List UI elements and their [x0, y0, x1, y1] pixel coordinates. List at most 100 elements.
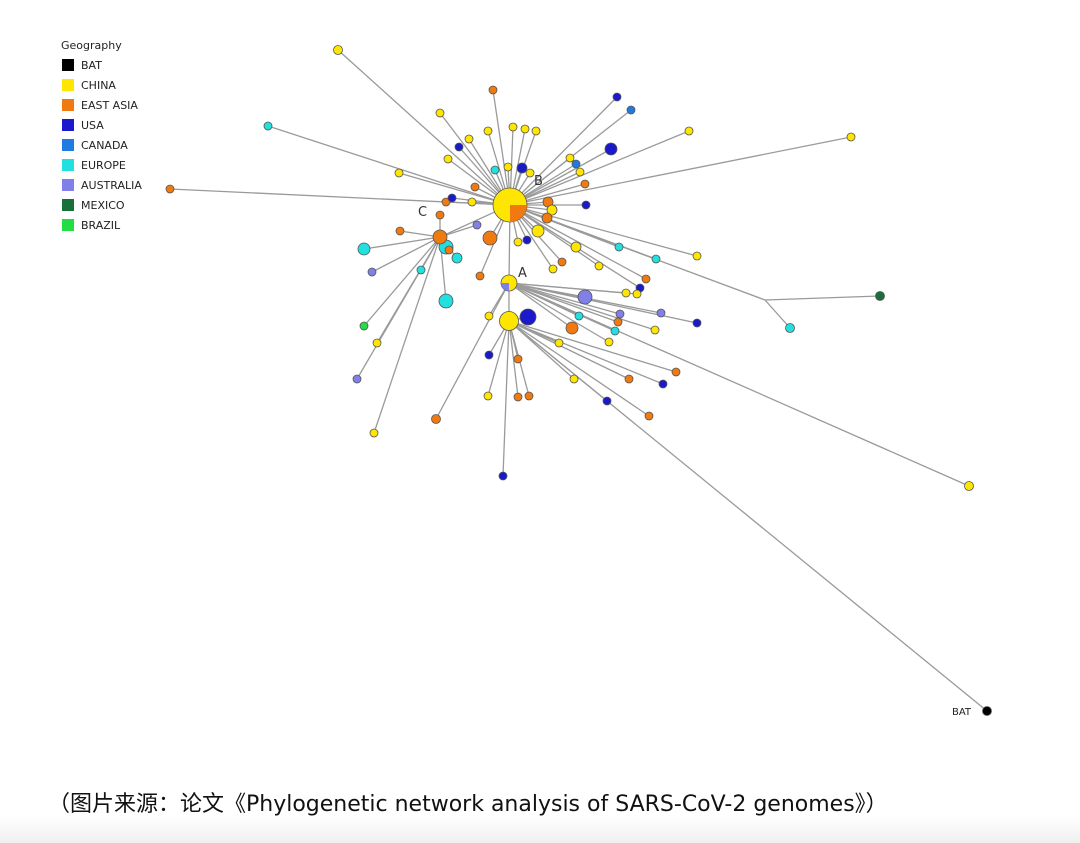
- network-node: [531, 126, 541, 136]
- network-node: [692, 318, 702, 328]
- network-edge: [764, 295, 881, 301]
- network-node: [333, 45, 343, 55]
- legend-swatch-china: [62, 79, 74, 91]
- network-node: [369, 428, 379, 438]
- network-node: [846, 132, 856, 142]
- network-edge: [508, 282, 656, 331]
- network-nodes: [165, 45, 992, 716]
- network-node: [565, 153, 575, 163]
- cluster-label-b: B: [534, 174, 543, 189]
- network-edge: [509, 204, 766, 301]
- legend: Geography BAT CHINA EAST ASIA USA CANADA EURO…: [61, 39, 142, 232]
- network-node: [472, 220, 482, 230]
- network-node: [575, 167, 585, 177]
- legend-swatch-east-asia: [62, 99, 74, 111]
- cluster-label-a: A: [518, 266, 527, 281]
- network-node: [503, 162, 513, 172]
- network-edge: [508, 320, 988, 712]
- network-node: [263, 121, 273, 131]
- network-node: [488, 85, 498, 95]
- network-node: [475, 271, 485, 281]
- network-node: [525, 168, 535, 178]
- network-edge: [267, 125, 511, 206]
- network-node: [624, 374, 634, 384]
- network-node: [444, 245, 454, 255]
- network-node: [435, 210, 445, 220]
- legend-swatch-europe: [62, 159, 74, 171]
- network-edge: [508, 282, 638, 295]
- network-edge: [509, 148, 612, 206]
- network-node: [570, 241, 582, 253]
- network-edge: [508, 282, 573, 329]
- network-node: [431, 414, 441, 424]
- network-node: [357, 242, 371, 256]
- network-node: [571, 159, 581, 169]
- network-node: [522, 235, 532, 245]
- legend-label-canada: CANADA: [81, 139, 128, 152]
- network-node: [581, 200, 591, 210]
- legend-label-bat: BAT: [81, 59, 102, 72]
- network-node: [574, 311, 584, 321]
- network-node: [650, 325, 660, 335]
- legend-label-australia: AUSTRALIA: [81, 179, 142, 192]
- network-node: [565, 321, 579, 335]
- network-node: [438, 293, 454, 309]
- network-edge: [492, 89, 511, 206]
- legend-label-europe: EUROPE: [81, 159, 126, 172]
- network-node: [454, 142, 464, 152]
- network-edge: [764, 299, 791, 329]
- cluster-label-c: C: [418, 205, 427, 220]
- legend-title: Geography: [61, 39, 122, 52]
- network-edge: [373, 236, 441, 434]
- network-node: [615, 309, 625, 319]
- network-edge: [508, 282, 610, 343]
- network-node: [483, 391, 493, 401]
- network-edge: [509, 130, 690, 206]
- network-node: [524, 391, 534, 401]
- network-node: [516, 162, 528, 174]
- network-node: [982, 706, 992, 716]
- network-edge: [508, 320, 519, 398]
- network-edge: [508, 282, 970, 487]
- network-node: [519, 308, 537, 326]
- network-node: [964, 481, 974, 491]
- network-node: [541, 212, 553, 224]
- hub-node-wedge: [501, 283, 509, 291]
- legend-swatch-canada: [62, 139, 74, 151]
- network-node: [554, 338, 564, 348]
- network-node: [651, 254, 661, 264]
- hub-node: [499, 311, 519, 331]
- network-node: [785, 323, 795, 333]
- network-edge: [508, 282, 698, 324]
- network-node: [557, 257, 567, 267]
- network-node: [621, 288, 631, 298]
- network-node: [513, 237, 523, 247]
- network-node: [610, 326, 620, 336]
- network-node: [165, 184, 175, 194]
- legend-label-mexico: MEXICO: [81, 199, 125, 212]
- network-edge: [509, 136, 852, 206]
- network-node: [604, 142, 618, 156]
- bottom-band: [0, 815, 1080, 843]
- hub-node: [432, 229, 448, 245]
- network-node: [464, 134, 474, 144]
- network-edge: [509, 204, 698, 257]
- network-node: [484, 350, 494, 360]
- network-node: [671, 367, 681, 377]
- legend-label-brazil: BRAZIL: [81, 219, 121, 232]
- network-edge: [376, 236, 441, 344]
- network-edge: [508, 320, 650, 417]
- legend-swatch-mexico: [62, 199, 74, 211]
- legend-swatch-brazil: [62, 219, 74, 231]
- hub-node-wedge: [510, 205, 527, 222]
- network-node: [692, 251, 702, 261]
- network-node: [614, 242, 624, 252]
- network-node: [483, 126, 493, 136]
- network-node: [359, 321, 369, 331]
- network-node: [367, 267, 377, 277]
- network-node: [447, 193, 457, 203]
- network-edge: [508, 320, 677, 373]
- legend-label-china: CHINA: [81, 79, 116, 92]
- network-node: [435, 108, 445, 118]
